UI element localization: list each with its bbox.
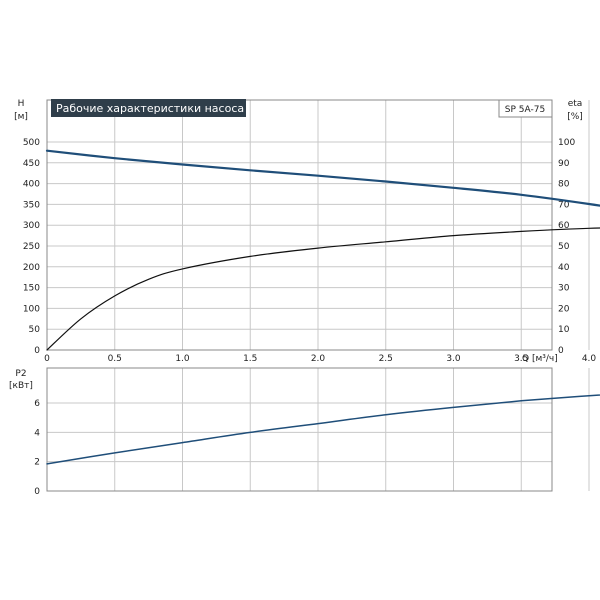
y-tick-label: 250 bbox=[23, 242, 40, 252]
y-tick-label: 50 bbox=[29, 325, 41, 335]
p2-tick-label: 2 bbox=[34, 458, 40, 468]
y2-tick-label: 90 bbox=[558, 159, 570, 169]
y2-tick-label: 60 bbox=[558, 221, 570, 231]
y2-tick-label: 0 bbox=[558, 346, 564, 356]
x-tick-label: 1.5 bbox=[243, 354, 257, 364]
y2-tick-label: 70 bbox=[558, 200, 570, 210]
chart-title-box bbox=[51, 99, 246, 117]
top-chart-grid bbox=[47, 100, 590, 350]
top-y2-tick-labels: 0 10 20 30 40 50 60 70 80 90 100 bbox=[558, 138, 575, 356]
y-tick-label: 0 bbox=[34, 346, 40, 356]
top-chart-series bbox=[45, 149, 600, 351]
y-tick-label: 150 bbox=[23, 284, 40, 294]
y2-tick-label: 10 bbox=[558, 325, 570, 335]
y-tick-label: 200 bbox=[23, 263, 40, 273]
y-axis-label: H bbox=[18, 99, 25, 109]
y-tick-label: 300 bbox=[23, 221, 40, 231]
x-tick-label: 2.5 bbox=[379, 354, 393, 364]
p2-tick-label: 4 bbox=[34, 428, 40, 438]
top-y-tick-labels: 0 50 100 150 200 250 300 350 400 450 500 bbox=[23, 138, 40, 356]
y2-tick-label: 80 bbox=[558, 180, 570, 190]
y2-tick-label: 100 bbox=[558, 138, 575, 148]
y2-tick-label: 40 bbox=[558, 263, 570, 273]
bottom-chart-frame bbox=[46, 367, 553, 492]
y-tick-label: 400 bbox=[23, 180, 40, 190]
power-curve bbox=[46, 394, 600, 465]
x-tick-label: 4.0 bbox=[582, 354, 597, 364]
y-tick-label: 500 bbox=[23, 138, 40, 148]
y-axis-unit: [м] bbox=[14, 112, 28, 122]
p2-axis-unit: [кВт] bbox=[9, 381, 33, 391]
x-tick-labels: 00.51.01.52.02.53.03.54.04.55.05.56.06.5 bbox=[44, 354, 597, 364]
top-chart-frame bbox=[46, 99, 553, 351]
y-tick-label: 450 bbox=[23, 159, 40, 169]
x-tick-label: 0 bbox=[44, 354, 50, 364]
x-tick-label: 2.0 bbox=[311, 354, 326, 364]
y2-tick-label: 50 bbox=[558, 242, 570, 252]
head-curve bbox=[45, 149, 600, 207]
p2-tick-label: 6 bbox=[34, 399, 40, 409]
y2-axis-unit: [%] bbox=[567, 112, 583, 122]
p2-axis-label: P2 bbox=[15, 369, 26, 379]
efficiency-curve bbox=[46, 227, 600, 351]
y-tick-label: 100 bbox=[23, 304, 40, 314]
x-tick-label: 3.0 bbox=[446, 354, 461, 364]
model-label: SP 5A-75 bbox=[505, 105, 545, 115]
bottom-chart-grid bbox=[47, 368, 590, 491]
top-chart-title: Рабочие характеристики насоса bbox=[51, 99, 246, 117]
y2-tick-label: 20 bbox=[558, 304, 570, 314]
p2-tick-label: 0 bbox=[34, 487, 40, 497]
x-tick-label: 1.0 bbox=[175, 354, 190, 364]
model-label-box: SP 5A-75 bbox=[498, 99, 553, 118]
bottom-chart-series bbox=[46, 394, 600, 465]
y2-tick-label: 30 bbox=[558, 284, 570, 294]
x-axis-label: Q [м³/ч] bbox=[522, 354, 558, 364]
bottom-y-tick-labels: 0 2 4 6 bbox=[34, 399, 40, 497]
model-box bbox=[498, 99, 553, 118]
x-tick-label: 0.5 bbox=[108, 354, 122, 364]
chart-title: Рабочие характеристики насоса bbox=[56, 102, 244, 115]
x-tick-label: 3.5 bbox=[514, 354, 528, 364]
y-tick-label: 350 bbox=[23, 200, 40, 210]
y2-axis-label: eta bbox=[568, 99, 583, 109]
